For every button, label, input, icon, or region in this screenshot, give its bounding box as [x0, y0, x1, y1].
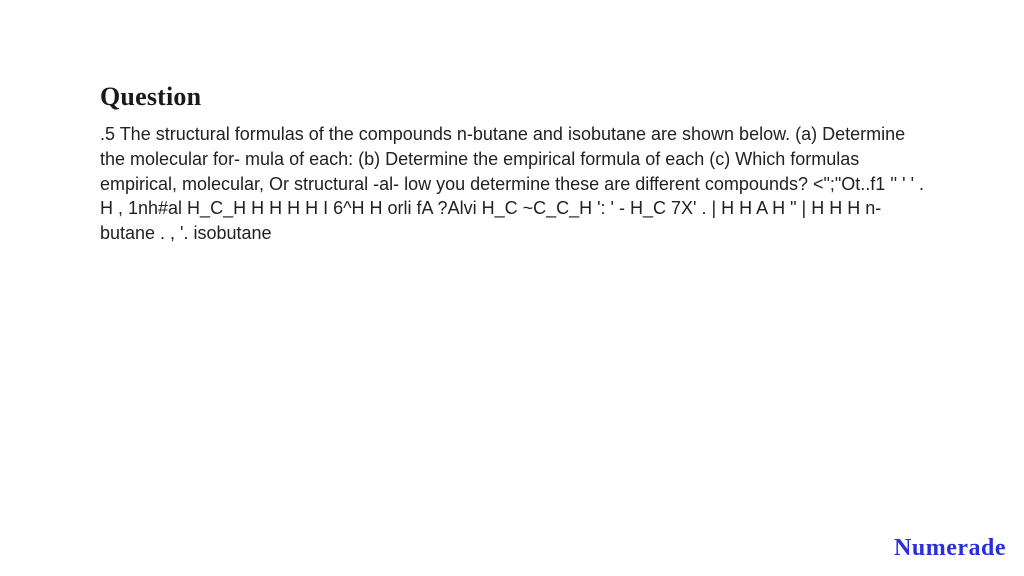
- question-block: Question .5 The structural formulas of t…: [100, 82, 928, 246]
- question-body: .5 The structural formulas of the compou…: [100, 122, 928, 246]
- numerade-logo: Numerade: [894, 535, 1006, 562]
- question-heading: Question: [100, 82, 928, 112]
